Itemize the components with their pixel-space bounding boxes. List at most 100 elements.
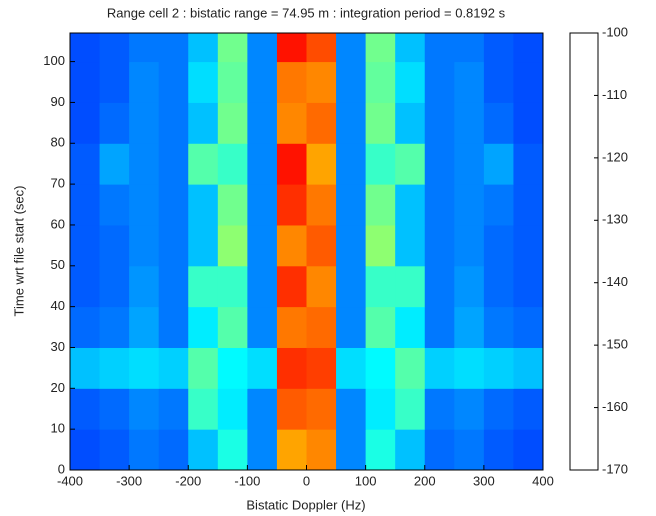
heatmap-cell [217, 306, 248, 348]
heatmap-cell [70, 388, 101, 430]
y-tick-label: 30 [51, 339, 65, 354]
heatmap-cell [129, 306, 160, 348]
heatmap-cell [513, 33, 544, 63]
heatmap-cell [306, 306, 337, 348]
y-tick-label: 90 [51, 94, 65, 109]
heatmap-cell [424, 347, 455, 389]
heatmap-cell [306, 224, 337, 267]
heatmap-cell [129, 224, 160, 267]
heatmap-cell [483, 33, 514, 63]
heatmap-cell [276, 347, 307, 389]
heatmap-cell [365, 347, 396, 389]
heatmap-cell [306, 61, 337, 103]
heatmap-cell [365, 388, 396, 430]
heatmap-cell [70, 33, 101, 63]
heatmap-cell [306, 347, 337, 389]
heatmap-cell [158, 61, 189, 103]
heatmap-cell [99, 429, 130, 471]
heatmap-cell [513, 224, 544, 267]
heatmap-cell [365, 33, 396, 63]
heatmap-cell [99, 388, 130, 430]
heatmap-cell [395, 143, 426, 185]
heatmap-cell [336, 143, 367, 185]
heatmap-cell [336, 388, 367, 430]
heatmap-cell [306, 388, 337, 430]
heatmap-cell [217, 143, 248, 185]
heatmap-cell [424, 306, 455, 348]
heatmap-cell [483, 184, 514, 226]
heatmap-cell [217, 388, 248, 430]
heatmap-cell [129, 388, 160, 430]
heatmap-cell [188, 306, 219, 348]
heatmap-cell [395, 61, 426, 103]
heatmap-cell [247, 61, 278, 103]
heatmap-cell [513, 143, 544, 185]
heatmap-cell [513, 429, 544, 471]
colorbar-tick-label: -100 [602, 24, 628, 39]
heatmap-cell [217, 265, 248, 308]
colorbar-tick-label: -120 [602, 149, 628, 164]
heatmap-cell [99, 184, 130, 226]
y-tick-label: 100 [43, 53, 65, 68]
x-axis-label: Bistatic Doppler (Hz) [246, 497, 365, 512]
x-tick-label: 0 [303, 473, 310, 488]
heatmap-cell [247, 265, 278, 308]
x-tick-label: 100 [355, 473, 377, 488]
heatmap-cell [158, 143, 189, 185]
heatmap-cell [454, 61, 485, 103]
heatmap-cell [217, 61, 248, 103]
heatmap-cell [188, 102, 219, 144]
heatmap-cell [513, 306, 544, 348]
heatmap-cell [276, 184, 307, 226]
heatmap-cell [158, 102, 189, 144]
heatmap-cell [276, 388, 307, 430]
heatmap-cell [424, 388, 455, 430]
heatmap-cell [483, 429, 514, 471]
x-tick-label: -100 [234, 473, 260, 488]
heatmap-cell [424, 33, 455, 63]
heatmap-cell [70, 102, 101, 144]
heatmap-cell [454, 102, 485, 144]
heatmap-cell [395, 306, 426, 348]
heatmap-cell [483, 265, 514, 308]
heatmap-cell [365, 306, 396, 348]
heatmap-cell [454, 429, 485, 471]
heatmap-cell [70, 429, 101, 471]
colorbar-tick-label: -170 [602, 461, 628, 476]
heatmap-cell [129, 265, 160, 308]
heatmap-cell [454, 224, 485, 267]
heatmap-cell [454, 388, 485, 430]
colorbar-tick-label: -110 [602, 87, 627, 102]
x-tick-label: 200 [414, 473, 436, 488]
heatmap-cell [365, 61, 396, 103]
heatmap-cell [99, 33, 130, 63]
heatmap-cell [70, 265, 101, 308]
colorbar-tick-label: -150 [602, 337, 628, 352]
heatmap-cell [306, 429, 337, 471]
heatmap-cell [513, 102, 544, 144]
x-tick-label: 300 [473, 473, 495, 488]
heatmap-cell [217, 224, 248, 267]
heatmap-cell [188, 224, 219, 267]
heatmap-cell [247, 347, 278, 389]
y-tick-label: 0 [58, 461, 65, 476]
heatmap-cell [99, 347, 130, 389]
heatmap-cell [129, 347, 160, 389]
heatmap-cell [276, 429, 307, 471]
heatmap-cell [424, 61, 455, 103]
heatmap-cell [336, 265, 367, 308]
heatmap-cell [276, 143, 307, 185]
heatmap-cell [336, 347, 367, 389]
heatmap-cell [395, 102, 426, 144]
heatmap-cell [513, 184, 544, 226]
heatmap-cell [306, 265, 337, 308]
heatmap-cell [424, 102, 455, 144]
heatmap-cell [188, 143, 219, 185]
heatmap-cell [454, 33, 485, 63]
heatmap-cell [395, 388, 426, 430]
heatmap-cell [306, 102, 337, 144]
heatmap-cell [129, 184, 160, 226]
heatmap-cell [129, 429, 160, 471]
x-tick-label: 400 [532, 473, 554, 488]
x-tick-label: -400 [57, 473, 83, 488]
